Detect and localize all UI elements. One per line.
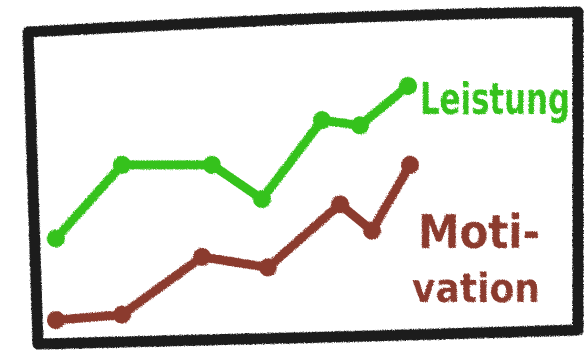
series-line-moti-vation bbox=[51, 160, 415, 325]
chart-frame bbox=[22, 6, 584, 350]
data-point-leistung-7 bbox=[399, 77, 417, 95]
data-point-leistung-4 bbox=[253, 190, 271, 209]
data-point-leistung-5 bbox=[313, 111, 331, 130]
data-point-moti-vation-3 bbox=[193, 247, 211, 266]
data-point-moti-vation-6 bbox=[363, 221, 381, 240]
data-point-moti-vation-5 bbox=[331, 195, 349, 214]
data-point-moti-vation-1 bbox=[47, 311, 65, 329]
data-point-leistung-3 bbox=[203, 155, 221, 174]
legend-label-motivation-line1: Moti- bbox=[418, 205, 540, 259]
data-point-leistung-6 bbox=[351, 116, 369, 135]
data-point-moti-vation-7 bbox=[401, 155, 419, 174]
legend-label-motivation-line2: vation bbox=[412, 266, 540, 312]
series-layer bbox=[47, 77, 419, 329]
data-point-leistung-1 bbox=[47, 229, 65, 248]
legend-label-leistung: Leistung bbox=[420, 74, 570, 125]
data-point-moti-vation-4 bbox=[259, 258, 277, 277]
data-point-moti-vation-2 bbox=[113, 305, 131, 324]
data-point-leistung-2 bbox=[113, 155, 131, 174]
